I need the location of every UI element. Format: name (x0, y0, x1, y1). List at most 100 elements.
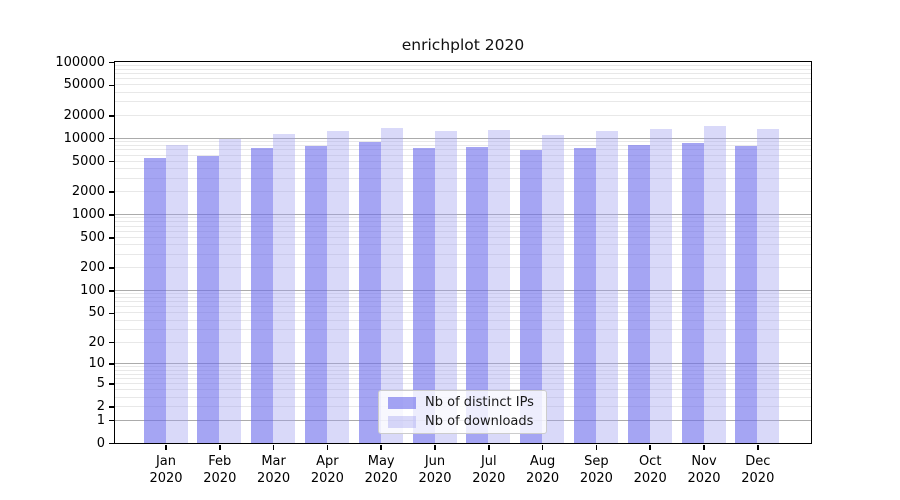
y-tick (109, 290, 114, 292)
bar-distinct-ips-sep (573, 148, 596, 443)
gridline-minor (115, 145, 811, 147)
bar-distinct-ips-jul (466, 147, 489, 443)
bar-distinct-ips-feb (197, 155, 220, 443)
gridline-minor (115, 190, 811, 192)
x-tick (595, 445, 598, 450)
gridline-minor (115, 306, 811, 308)
y-tick-label: 10000 (63, 130, 105, 146)
gridline-minor (115, 141, 811, 143)
gridline-minor (115, 154, 811, 156)
y-tick (109, 160, 114, 163)
bar-distinct-ips-jan (143, 157, 166, 443)
bar-downloads-sep (595, 130, 618, 443)
y-tick-label: 20000 (63, 107, 105, 123)
x-tick-label: Jun 2020 (418, 453, 452, 486)
y-tick-label: 1 (96, 412, 105, 428)
y-tick (109, 312, 114, 315)
x-tick (434, 445, 436, 450)
x-tick (703, 445, 705, 450)
x-tick-label: Feb 2020 (203, 453, 237, 486)
y-tick-label: 20 (88, 334, 105, 350)
bar-downloads-oct (649, 129, 672, 443)
gridline-minor (115, 68, 811, 70)
gridline-minor (115, 84, 811, 86)
x-tick (165, 445, 167, 450)
y-tick (109, 237, 114, 239)
gridline-minor (115, 177, 811, 179)
y-tick (109, 191, 114, 193)
y-tick (109, 363, 114, 365)
y-tick (109, 419, 114, 422)
gridline-minor (115, 221, 811, 223)
bar-distinct-ips-oct (627, 144, 650, 443)
y-tick (109, 61, 114, 64)
gridline-minor (115, 301, 811, 303)
x-tick-label: Nov 2020 (687, 453, 721, 486)
bar-distinct-ips-dec (735, 145, 758, 443)
y-tick-label: 50000 (63, 77, 105, 93)
gridline-minor (115, 328, 811, 330)
x-tick (326, 445, 329, 450)
x-tick (219, 445, 221, 450)
gridline-minor (115, 297, 811, 299)
gridline-minor (115, 369, 811, 371)
gridline-minor (115, 64, 811, 66)
x-tick-label: Jul 2020 (472, 453, 506, 486)
bar-downloads-dec (757, 129, 780, 443)
x-tick-label: Apr 2020 (310, 453, 344, 486)
gridline-minor (115, 101, 811, 103)
gridline-major (115, 213, 811, 215)
y-tick-label: 5000 (71, 153, 105, 169)
gridline-minor (115, 73, 811, 75)
x-tick (488, 445, 490, 450)
x-tick (272, 445, 275, 450)
bar-downloads-may (380, 127, 403, 443)
gridline-minor (115, 366, 811, 368)
bar-downloads-feb (219, 139, 242, 443)
y-tick-label: 2 (96, 399, 105, 415)
x-tick-label: Aug 2020 (526, 453, 560, 486)
bar-distinct-ips-apr (304, 146, 327, 443)
gridline-minor (115, 319, 811, 321)
y-tick-label: 50 (88, 305, 105, 321)
gridline-minor (115, 378, 811, 380)
bar-distinct-ips-jun (412, 148, 435, 443)
gridline-major (115, 289, 811, 291)
legend-swatch-downloads (388, 415, 416, 428)
y-tick (109, 267, 114, 269)
gridline-minor (115, 160, 811, 162)
y-tick (109, 115, 114, 117)
chart-title: enrichplot 2020 (401, 36, 525, 54)
gridline-major (115, 363, 811, 365)
y-tick (109, 341, 114, 344)
gridline-minor (115, 230, 811, 232)
gridline-minor (115, 253, 811, 255)
gridline-minor (115, 389, 811, 391)
x-tick (757, 445, 759, 450)
gridline-minor (115, 149, 811, 151)
x-tick-label: Sep 2020 (579, 453, 613, 486)
x-tick-label: Dec 2020 (741, 453, 775, 486)
gridline-minor (115, 312, 811, 314)
x-tick-label: Jan 2020 (149, 453, 183, 486)
gridline-minor (115, 225, 811, 227)
y-tick-label: 100 (80, 282, 105, 298)
gridline-minor (115, 217, 811, 219)
legend-swatch-distinct-ips (388, 396, 416, 409)
x-tick (649, 445, 651, 450)
y-tick (109, 84, 114, 87)
bar-downloads-jan (165, 144, 188, 443)
x-tick (541, 445, 544, 450)
gridline-minor (115, 373, 811, 375)
y-tick (109, 442, 114, 445)
gridline-minor (115, 78, 811, 80)
y-tick (109, 137, 114, 140)
y-tick-label: 2000 (71, 183, 105, 199)
plot-area (114, 61, 812, 444)
x-tick-label: May 2020 (364, 453, 398, 486)
bar-downloads-mar (273, 133, 296, 443)
y-tick-label: 5 (96, 376, 105, 392)
gridline-minor (115, 114, 811, 116)
bar-distinct-ips-may (358, 141, 381, 443)
